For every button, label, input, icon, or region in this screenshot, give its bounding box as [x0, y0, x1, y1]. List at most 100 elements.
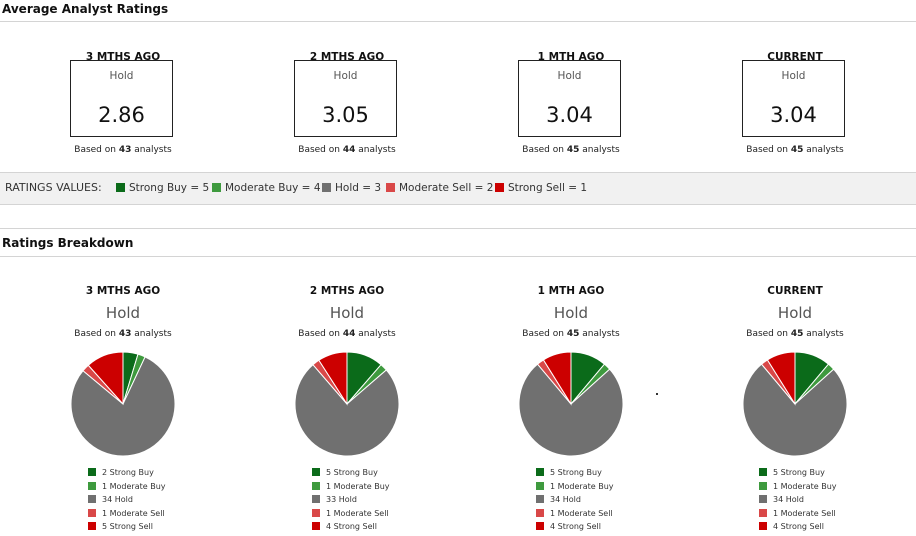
legend-swatch [312, 495, 320, 503]
legend-item: 34 Hold [88, 495, 208, 509]
chart-subtitle: Hold [553, 304, 589, 322]
legend-swatch [536, 495, 544, 503]
ratings-pie-chart [294, 351, 400, 457]
legend-label: 1 Moderate Sell [773, 508, 836, 518]
rating-value-item: Strong Buy = 5 [116, 182, 209, 194]
legend-item: 5 Strong Buy [312, 468, 432, 482]
ratings-breakdown-title: Ratings Breakdown [2, 236, 134, 250]
legend-item: 4 Strong Sell [759, 522, 879, 536]
color-swatch [212, 183, 221, 192]
legend-swatch [536, 522, 544, 530]
legend-item: 1 Moderate Sell [312, 508, 432, 523]
pie-slice-hold [518, 363, 624, 457]
legend-swatch [312, 468, 320, 476]
average-rating-box: Hold 3.05 [294, 60, 397, 137]
ratings-pie-chart [742, 351, 848, 457]
rating-value: 3.04 [770, 103, 817, 127]
legend-label: 4 Strong Sell [326, 522, 377, 531]
pie-slice-hold [742, 363, 848, 457]
legend-item: 33 Hold [312, 495, 432, 509]
rating-value: 3.04 [546, 103, 593, 127]
legend-label: 33 Hold [326, 495, 357, 504]
legend-item: 34 Hold [536, 495, 656, 509]
analyst-count: Based on 45 analysts [746, 329, 844, 339]
ratings-pie-chart [70, 351, 176, 457]
rating-text: Hold [109, 70, 134, 82]
divider [0, 256, 916, 257]
pie-slice-hold [70, 356, 176, 457]
legend-label: 5 Strong Buy [326, 468, 378, 477]
analyst-count: Based on 45 analysts [522, 329, 620, 339]
rating-text: Hold [557, 70, 582, 82]
legend-label: 4 Strong Sell [773, 522, 824, 531]
pie-slice-hold [294, 363, 400, 457]
analyst-count: Based on 44 analysts [298, 329, 396, 339]
legend-swatch [759, 481, 767, 490]
legend-swatch [88, 508, 96, 517]
legend-item: 34 Hold [759, 495, 879, 509]
average-rating-box: Hold 2.86 [70, 60, 173, 137]
chart-subtitle: Hold [105, 304, 141, 322]
ratings-values-label: RATINGS VALUES: [5, 181, 102, 194]
legend-item: 5 Strong Buy [536, 468, 656, 482]
legend-item: 1 Moderate Sell [536, 508, 656, 523]
legend-item: 1 Moderate Sell [759, 508, 879, 523]
legend-swatch [536, 468, 544, 476]
legend-label: 5 Strong Buy [550, 468, 602, 477]
legend-label: 1 Moderate Buy [773, 481, 837, 491]
legend-item: 5 Strong Buy [759, 468, 879, 482]
chart-title: 1 MTH AGO [537, 285, 605, 297]
legend-item: 2 Strong Buy [88, 468, 208, 482]
rating-value-item: Moderate Sell = 2 [386, 182, 493, 194]
legend-label: 1 Moderate Sell [102, 508, 165, 518]
analyst-count: Based on 45 analysts [746, 145, 844, 155]
legend-item: 5 Strong Sell [88, 522, 208, 536]
chart-title: 3 MTHS AGO [85, 285, 161, 297]
chart-subtitle: Hold [329, 304, 365, 322]
legend-label: 2 Strong Buy [102, 468, 154, 477]
pie-slice-strong-sell [766, 351, 796, 406]
rating-value: 2.86 [98, 103, 145, 127]
chart-title: 2 MTHS AGO [309, 285, 385, 297]
legend-label: 1 Moderate Buy [326, 481, 390, 491]
color-swatch [495, 183, 504, 192]
color-swatch [116, 183, 125, 192]
legend-label: 5 Strong Sell [102, 522, 153, 531]
rating-value-item: Hold = 3 [322, 182, 381, 194]
average-ratings-title: Average Analyst Ratings [2, 2, 169, 16]
analyst-count: Based on 43 analysts [74, 145, 172, 155]
pie-legend: 2 Strong Buy 1 Moderate Buy 34 Hold 1 Moder… [88, 468, 208, 536]
pie-legend: 5 Strong Buy 1 Moderate Buy 34 Hold 1 Moder… [536, 468, 656, 536]
legend-label: 34 Hold [102, 495, 133, 504]
pie-slice-strong-sell [542, 351, 572, 406]
pie-slice-strong-sell [87, 351, 124, 406]
analyst-count: Based on 45 analysts [522, 145, 620, 155]
legend-swatch [88, 468, 96, 476]
average-rating-box: Hold 3.04 [742, 60, 845, 137]
chart-subtitle: Hold [777, 304, 813, 322]
legend-swatch [312, 481, 320, 490]
pie-slice-strong-sell [318, 351, 348, 406]
rating-text: Hold [333, 70, 358, 82]
stray-dot [656, 393, 658, 395]
legend-label: 1 Moderate Sell [550, 508, 613, 518]
rating-value: 3.05 [322, 103, 369, 127]
rating-value-item: Strong Sell = 1 [495, 182, 587, 194]
legend-item: 1 Moderate Buy [88, 481, 208, 496]
legend-label: 1 Moderate Buy [102, 481, 166, 491]
legend-label: 5 Strong Buy [773, 468, 825, 477]
pie-legend: 5 Strong Buy 1 Moderate Buy 34 Hold 1 Moder… [759, 468, 879, 536]
legend-swatch [88, 481, 96, 490]
pie-legend: 5 Strong Buy 1 Moderate Buy 33 Hold 1 Moder… [312, 468, 432, 536]
color-swatch [322, 183, 331, 192]
legend-swatch [759, 495, 767, 503]
legend-label: 34 Hold [550, 495, 581, 504]
legend-swatch [759, 522, 767, 530]
legend-item: 4 Strong Sell [536, 522, 656, 536]
legend-label: 1 Moderate Buy [550, 481, 614, 491]
analyst-count: Based on 44 analysts [298, 145, 396, 155]
analyst-count: Based on 43 analysts [74, 329, 172, 339]
legend-item: 1 Moderate Buy [759, 481, 879, 496]
rating-value-item: Moderate Buy = 4 [212, 182, 321, 194]
legend-item: 4 Strong Sell [312, 522, 432, 536]
